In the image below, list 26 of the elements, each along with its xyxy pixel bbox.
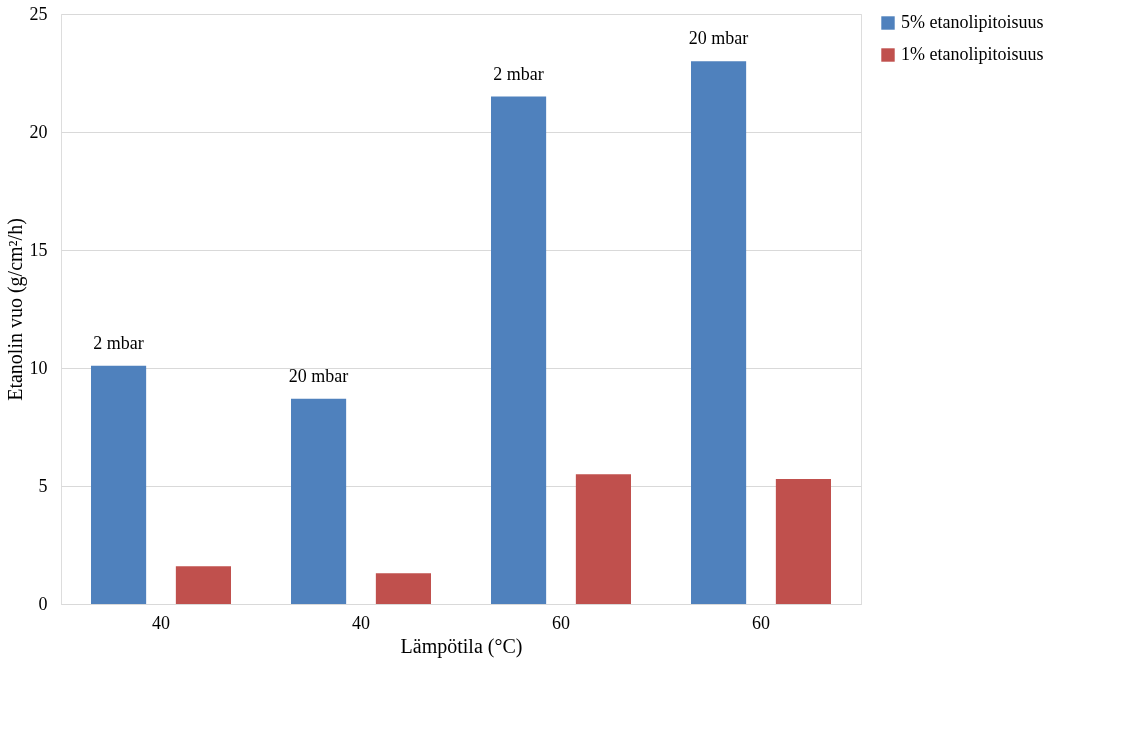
y-tick-label: 10 — [29, 357, 48, 378]
x-tick-label: 60 — [752, 612, 770, 633]
bar — [175, 566, 231, 604]
y-tick-label: 5 — [38, 475, 48, 496]
bar — [575, 474, 631, 604]
bar — [91, 365, 147, 604]
y-tick-label: 20 — [29, 121, 48, 142]
x-tick-label: 60 — [552, 612, 570, 633]
bar — [491, 96, 547, 604]
y-axis-title: Etanolin vuo (g/cm²/h) — [3, 218, 27, 401]
legend-label: 5% etanolipitoisuus — [901, 12, 1044, 32]
x-axis-title: Lämpötila (°C) — [400, 634, 523, 658]
bar — [775, 478, 831, 604]
annotation: 2 mbar — [93, 332, 144, 353]
annotation: 20 mbar — [688, 28, 749, 49]
annotation: 2 mbar — [493, 63, 544, 84]
y-tick-label: 15 — [29, 239, 48, 260]
legend-label: 1% etanolipitoisuus — [901, 44, 1044, 64]
annotation: 20 mbar — [288, 365, 349, 386]
bar — [375, 573, 431, 604]
bar — [691, 61, 747, 604]
y-tick-label: 0 — [38, 593, 48, 614]
bar — [291, 398, 347, 604]
y-tick-label: 25 — [29, 3, 48, 24]
x-tick-label: 40 — [152, 612, 170, 633]
x-tick-label: 40 — [352, 612, 370, 633]
